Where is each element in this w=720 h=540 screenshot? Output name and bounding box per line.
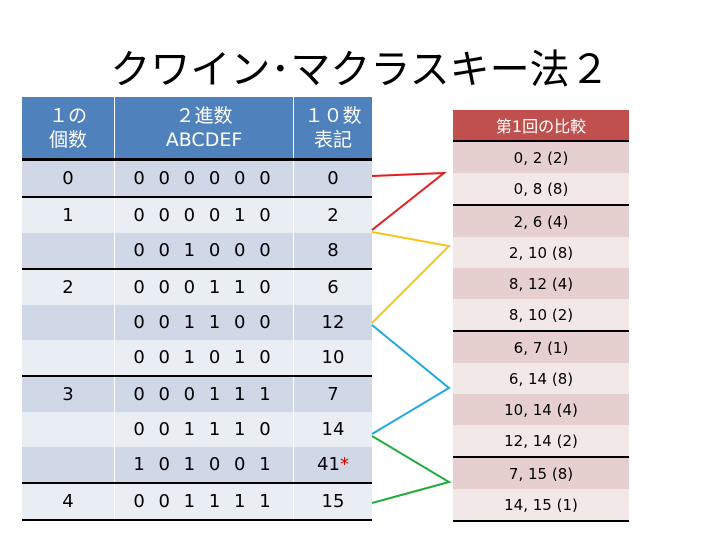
minterm-table: １の 個数 ２進数 ABCDEF １０数 表記 0 0 0 0 0 0 0 0 …	[22, 97, 372, 521]
decimal-cell: 15	[293, 482, 372, 521]
list-item: 10, 14 (4)	[453, 394, 629, 425]
pair-value: 8, 12 (4)	[453, 268, 629, 299]
pair-value: 12, 14 (2)	[453, 425, 629, 457]
decimal-value: 8	[327, 240, 339, 261]
connector-red	[371, 171, 448, 231]
table-row: 3 0 0 0 1 1 1 7	[22, 375, 372, 412]
list-item: 2, 6 (4)	[453, 204, 629, 237]
decimal-value: 12	[321, 312, 345, 333]
binary-value: 0 0 1 1 0 0	[114, 305, 294, 340]
ones-count: 4	[22, 482, 115, 521]
table-row: 4 0 0 1 1 1 1 15	[22, 482, 372, 521]
header-binary: ２進数 ABCDEF	[114, 97, 294, 160]
binary-value: 0 0 1 0 0 0	[114, 233, 294, 269]
ones-count: 1	[22, 196, 115, 233]
pair-value: 8, 10 (2)	[453, 299, 629, 331]
binary-value: 0 0 0 0 0 0	[114, 158, 294, 197]
pair-value: 0, 8 (8)	[453, 173, 629, 205]
decimal-value: 0	[327, 168, 339, 189]
decimal-value: 10	[321, 347, 345, 368]
connector-green	[371, 435, 452, 504]
pair-value: 6, 14 (8)	[453, 363, 629, 394]
list-item: 0, 2 (2)	[453, 140, 629, 173]
decimal-cell: 7	[293, 375, 372, 412]
decimal-value: 41	[317, 454, 340, 475]
pair-value: 2, 10 (8)	[453, 237, 629, 268]
pair-value: 7, 15 (8)	[453, 456, 629, 489]
list-item: 0, 8 (8)	[453, 173, 629, 205]
comparison-table: 第1回の比較 0, 2 (2) 0, 8 (8) 2, 6 (4) 2, 10 …	[453, 110, 629, 522]
decimal-value: 2	[327, 205, 339, 226]
table-row: 0 0 1 0 1 0 10	[22, 340, 372, 376]
decimal-cell: 2	[293, 196, 372, 233]
table-row: 0 0 1 1 1 0 14	[22, 412, 372, 447]
decimal-cell: 10	[293, 340, 372, 376]
list-item: 12, 14 (2)	[453, 425, 629, 457]
pair-value: 14, 15 (1)	[453, 489, 629, 522]
table-row: 1 0 1 0 0 1 41*	[22, 447, 372, 483]
list-item: 2, 10 (8)	[453, 237, 629, 268]
header-decimal: １０数 表記	[293, 97, 372, 160]
ones-count: 0	[22, 158, 115, 197]
decimal-value: 14	[321, 419, 345, 440]
table-row: 0 0 1 0 0 0 8	[22, 233, 372, 269]
ones-count	[22, 447, 115, 483]
connector-blue	[371, 324, 451, 435]
pair-value: 10, 14 (4)	[453, 394, 629, 425]
decimal-cell: 12	[293, 305, 372, 340]
minterm-table-header: １の 個数 ２進数 ABCDEF １０数 表記	[22, 97, 372, 160]
binary-value: 0 0 0 1 1 0	[114, 268, 294, 305]
binary-value: 0 0 0 1 1 1	[114, 375, 294, 412]
list-item: 6, 14 (8)	[453, 363, 629, 394]
binary-value: 1 0 1 0 0 1	[114, 447, 294, 483]
binary-value: 0 0 1 1 1 0	[114, 412, 294, 447]
binary-value: 0 0 1 0 1 0	[114, 340, 294, 376]
list-item: 7, 15 (8)	[453, 456, 629, 489]
pair-value: 6, 7 (1)	[453, 330, 629, 363]
decimal-value: 15	[321, 491, 345, 512]
header-ones-count: １の 個数	[22, 97, 115, 160]
ones-count: 3	[22, 375, 115, 412]
binary-value: 0 0 0 0 1 0	[114, 196, 294, 233]
table-row: 1 0 0 0 0 1 0 2	[22, 196, 372, 233]
ones-count	[22, 233, 115, 269]
header-ones-count-label: １の 個数	[48, 104, 87, 151]
comparison-table-header: 第1回の比較	[453, 110, 629, 141]
ones-count	[22, 412, 115, 447]
decimal-cell: 0	[293, 158, 372, 197]
table-row: 0 0 1 1 0 0 12	[22, 305, 372, 340]
pair-value: 0, 2 (2)	[453, 140, 629, 173]
list-item: 8, 10 (2)	[453, 299, 629, 331]
binary-value: 0 0 1 1 1 1	[114, 482, 294, 521]
ones-count: 2	[22, 268, 115, 305]
list-item: 8, 12 (4)	[453, 268, 629, 299]
comparison-header: 第1回の比較	[453, 110, 629, 141]
list-item: 14, 15 (1)	[453, 489, 629, 522]
table-row: 0 0 0 0 0 0 0 0	[22, 158, 372, 197]
table-row: 2 0 0 0 1 1 0 6	[22, 268, 372, 305]
header-decimal-label: １０数 表記	[304, 104, 362, 151]
page-title: クワイン･マクラスキー法２	[110, 47, 610, 93]
decimal-cell: 41*	[293, 447, 372, 483]
decimal-value: 6	[327, 277, 339, 298]
ones-count	[22, 305, 115, 340]
ones-count	[22, 340, 115, 376]
header-binary-label: ２進数 ABCDEF	[165, 104, 243, 151]
decimal-cell: 6	[293, 268, 372, 305]
pair-value: 2, 6 (4)	[453, 204, 629, 237]
decimal-cell: 8	[293, 233, 372, 269]
asterisk-mark: *	[339, 454, 349, 475]
list-item: 6, 7 (1)	[453, 330, 629, 363]
connector-yellow	[371, 231, 452, 324]
decimal-value: 7	[327, 384, 339, 405]
decimal-cell: 14	[293, 412, 372, 447]
